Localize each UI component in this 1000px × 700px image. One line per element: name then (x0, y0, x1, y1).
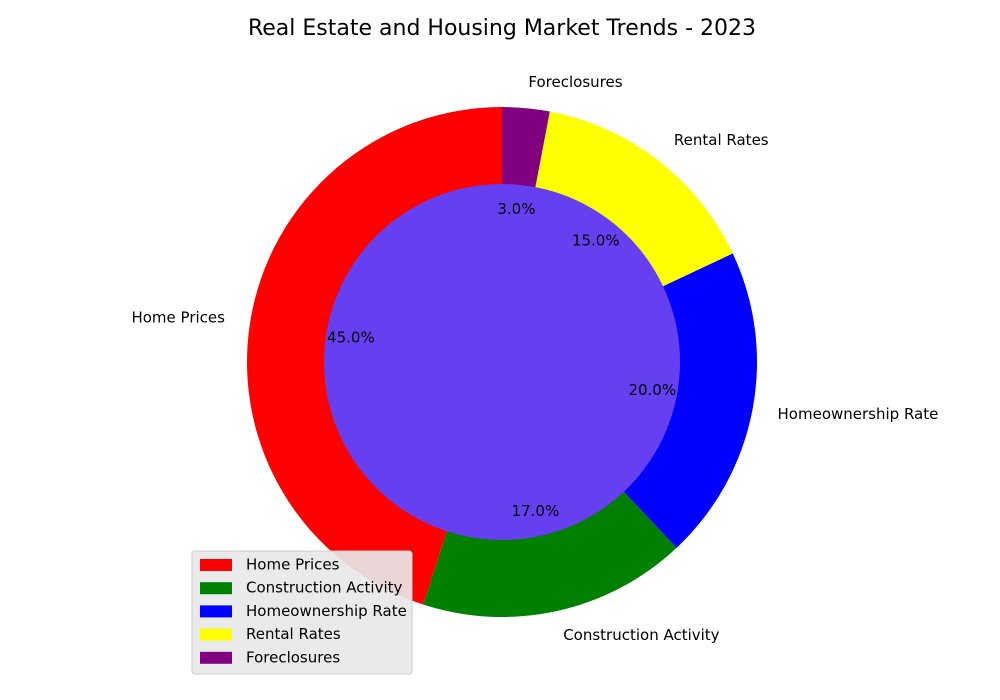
pct-label-homeownership-rate: 20.0% (628, 381, 676, 399)
legend-swatch-construction-activity (200, 582, 232, 595)
legend-label-construction-activity: Construction Activity (246, 579, 402, 597)
legend-swatch-homeownership-rate (200, 605, 232, 618)
legend-label-home-prices: Home Prices (246, 556, 340, 574)
legend-swatch-home-prices (200, 559, 232, 571)
slice-label-construction-activity: Construction Activity (563, 626, 719, 644)
legend: Home Prices Construction Activity Homeowne… (191, 550, 413, 675)
chart-title: Real Estate and Housing Market Trends - … (248, 16, 756, 41)
legend-label-foreclosures: Foreclosures (246, 648, 340, 666)
pct-label-foreclosures: 3.0% (497, 200, 535, 218)
pct-label-construction-activity: 17.0% (512, 502, 560, 520)
legend-swatch-rental-rates (200, 628, 232, 641)
label-group: Home Prices 45.0% Construction Activity 17.… (131, 73, 938, 644)
slice-label-homeownership-rate: Homeownership Rate (778, 405, 939, 423)
pct-label-rental-rates: 15.0% (572, 232, 620, 250)
slice-label-rental-rates: Rental Rates (674, 131, 769, 149)
pct-label-home-prices: 45.0% (327, 329, 375, 347)
slice-label-foreclosures: Foreclosures (528, 73, 622, 91)
donut-center (324, 184, 680, 540)
legend-box (191, 550, 413, 675)
legend-label-rental-rates: Rental Rates (246, 625, 341, 643)
slice-label-home-prices: Home Prices (131, 309, 225, 327)
legend-label-homeownership-rate: Homeownership Rate (246, 602, 407, 620)
legend-swatch-foreclosures (200, 651, 232, 664)
